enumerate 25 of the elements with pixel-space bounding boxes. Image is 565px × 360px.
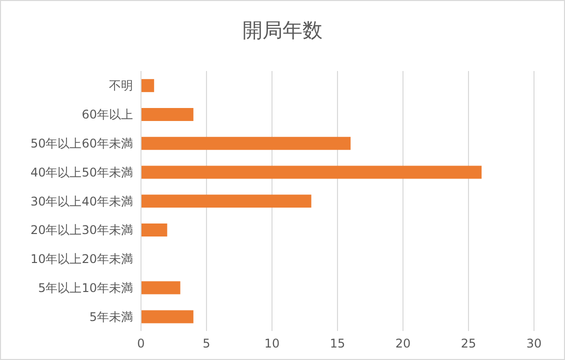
x-tick-label: 5 xyxy=(202,336,210,351)
bar xyxy=(141,79,154,92)
x-tick-label: 20 xyxy=(395,336,411,351)
x-tick-label: 0 xyxy=(137,336,145,351)
bar xyxy=(141,136,351,150)
x-tick-label: 30 xyxy=(526,336,542,351)
y-tick-label: 30年以上40年未満 xyxy=(30,194,133,208)
y-tick-label: 40年以上50年未満 xyxy=(30,165,133,180)
x-tick-label: 25 xyxy=(460,336,476,351)
x-tick-label: 15 xyxy=(330,336,346,351)
y-tick-label: 60年以上 xyxy=(82,108,133,122)
chart-title: 開局年数 xyxy=(242,17,324,44)
y-tick-label: 20年以上30年未満 xyxy=(30,223,133,238)
y-tick-label: 5年未満 xyxy=(89,310,133,324)
x-tick-label: 10 xyxy=(264,336,280,351)
y-tick-label: 50年以上60年未満 xyxy=(30,136,133,150)
y-tick-label: 5年以上10年未満 xyxy=(38,280,133,295)
bar xyxy=(141,281,180,294)
bar xyxy=(141,224,168,237)
bar xyxy=(141,310,194,324)
bar xyxy=(141,194,312,208)
bar xyxy=(141,108,194,121)
y-tick-label: 不明 xyxy=(109,78,133,93)
bar xyxy=(141,166,482,179)
y-tick-label: 10年以上20年未満 xyxy=(30,252,133,266)
